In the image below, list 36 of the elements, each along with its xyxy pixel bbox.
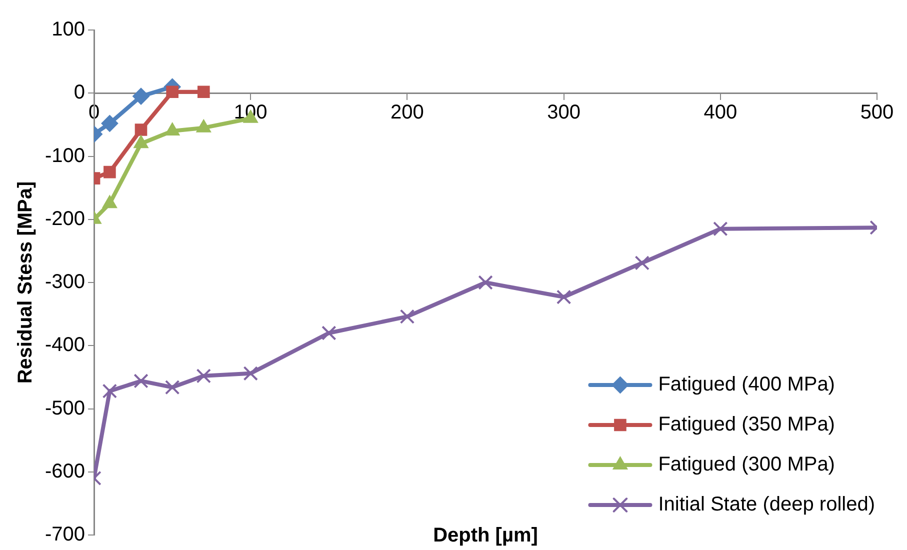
point	[634, 256, 650, 270]
y-tick-label: 100	[52, 18, 86, 41]
point	[196, 368, 212, 384]
x-axis-title: Depth [µm]	[433, 524, 538, 547]
point	[322, 326, 336, 340]
y-tick-label: -500	[45, 397, 86, 420]
point	[104, 166, 116, 178]
x-tick-label: 200	[390, 102, 424, 124]
point	[166, 86, 178, 98]
legend-label: Initial State (deep rolled)	[658, 494, 876, 516]
point	[134, 124, 148, 136]
point	[713, 221, 728, 236]
y-tick-label: -200	[45, 208, 86, 230]
legend-label: Fatigued (350 MPa)	[658, 414, 835, 436]
y-tick-label: -100	[45, 144, 86, 167]
point	[164, 380, 180, 395]
point	[400, 309, 415, 324]
y-axis-title: Residual Stess [MPa]	[14, 181, 37, 384]
point	[478, 275, 493, 290]
legend-label: Fatigued (300 MPa)	[658, 454, 835, 476]
x-tick-label: 500	[860, 102, 894, 124]
y-tick-label: -300	[45, 271, 86, 294]
point	[102, 384, 118, 398]
point	[556, 290, 572, 304]
x-tick-label: 400	[704, 102, 738, 124]
x-tick-label: 300	[547, 102, 580, 124]
point	[132, 88, 150, 105]
y-tick-label: -400	[45, 334, 86, 356]
y-tick-label: -600	[45, 460, 86, 482]
point	[243, 366, 258, 381]
point	[134, 374, 148, 388]
point	[197, 86, 210, 98]
y-tick-label: 0	[74, 82, 86, 104]
legend-label: Fatigued (400 MPa)	[658, 374, 835, 396]
y-tick-label: -700	[45, 524, 86, 546]
point	[101, 114, 118, 132]
